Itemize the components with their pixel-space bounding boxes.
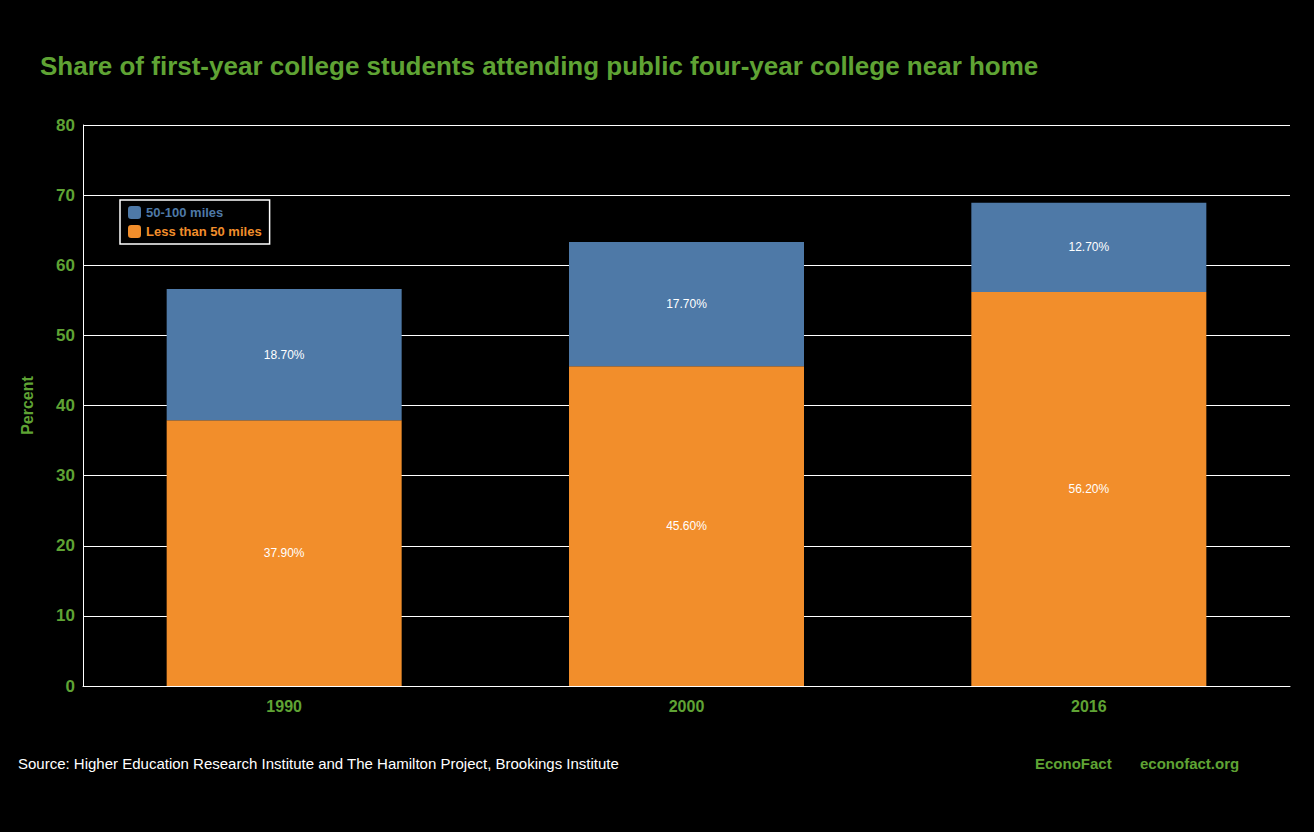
svg-text:70: 70 <box>56 186 75 205</box>
svg-text:80: 80 <box>56 116 75 135</box>
svg-text:20: 20 <box>56 536 75 555</box>
svg-text:37.90%: 37.90% <box>264 546 305 560</box>
svg-text:2016: 2016 <box>1071 698 1107 715</box>
svg-text:Share of first-year college st: Share of first-year college students att… <box>40 51 1038 81</box>
svg-text:50-100 miles: 50-100 miles <box>146 205 223 220</box>
svg-text:50: 50 <box>56 326 75 345</box>
svg-text:0: 0 <box>66 677 75 696</box>
svg-text:60: 60 <box>56 256 75 275</box>
svg-text:40: 40 <box>56 396 75 415</box>
svg-text:12.70%: 12.70% <box>1068 240 1109 254</box>
svg-text:18.70%: 18.70% <box>264 348 305 362</box>
svg-text:30: 30 <box>56 466 75 485</box>
svg-text:10: 10 <box>56 606 75 625</box>
svg-text:Percent: Percent <box>19 375 36 434</box>
svg-text:econofact.org: econofact.org <box>1140 755 1239 772</box>
svg-text:Less than 50 miles: Less than 50 miles <box>146 224 262 239</box>
svg-text:1990: 1990 <box>266 698 302 715</box>
svg-text:EconoFact: EconoFact <box>1035 755 1112 772</box>
svg-text:2000: 2000 <box>669 698 705 715</box>
svg-text:45.60%: 45.60% <box>666 519 707 533</box>
svg-text:17.70%: 17.70% <box>666 297 707 311</box>
svg-text:Source: Higher Education Resea: Source: Higher Education Research Instit… <box>18 755 619 772</box>
svg-text:56.20%: 56.20% <box>1068 482 1109 496</box>
